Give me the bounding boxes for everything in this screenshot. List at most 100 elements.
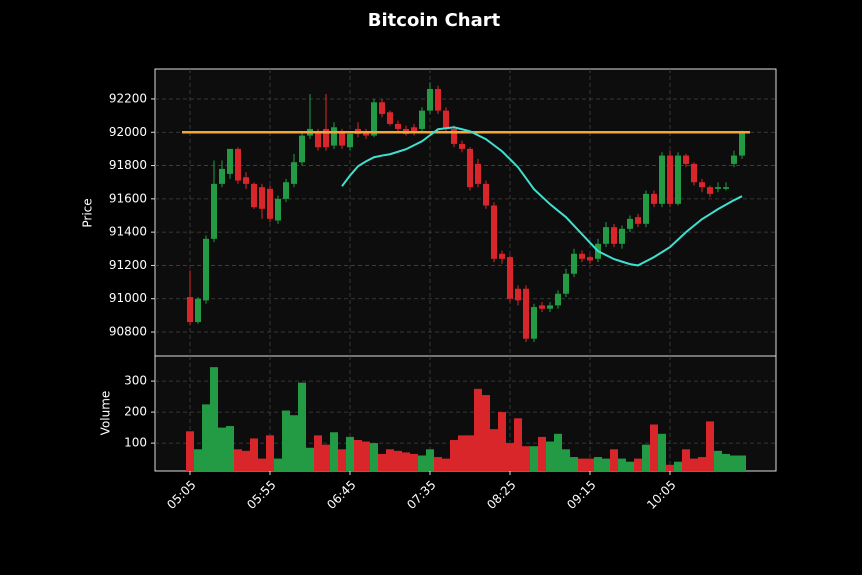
volume-bar: [586, 458, 594, 471]
volume-bar: [618, 458, 626, 471]
volume-bar: [426, 449, 434, 471]
candle-body: [667, 155, 673, 204]
volume-bar: [362, 441, 370, 471]
candle-body: [347, 133, 353, 148]
candle-body: [659, 155, 665, 204]
volume-bar: [298, 382, 306, 471]
candle-body: [275, 198, 281, 221]
candle-body: [507, 257, 513, 299]
candle-body: [267, 188, 273, 219]
volume-bar: [650, 424, 658, 471]
volume-bar: [546, 441, 554, 471]
volume-bar: [186, 431, 194, 471]
volume-bar: [386, 449, 394, 471]
candle-body: [443, 110, 449, 129]
chart-title: Bitcoin Chart: [368, 10, 501, 31]
volume-bar: [282, 410, 290, 471]
volume-bar: [210, 367, 218, 471]
moving-average-line: [341, 126, 743, 267]
volume-bar: [378, 453, 386, 471]
volume-bar: [666, 464, 674, 471]
y2-axis-label: Volume: [99, 391, 113, 436]
candle-body: [363, 132, 369, 136]
volume-bar: [450, 440, 458, 471]
candle-body: [699, 182, 705, 188]
volume-bar: [634, 458, 642, 471]
volume-bar: [626, 461, 634, 471]
volume-bar: [322, 444, 330, 471]
candle-body: [579, 253, 585, 259]
volume-bar: [578, 458, 586, 471]
volume-bar: [418, 455, 426, 471]
volume-bar: [346, 436, 354, 471]
candle-body: [643, 193, 649, 224]
candle-body: [739, 132, 745, 156]
volume-bar: [394, 450, 402, 471]
volume-bar: [274, 458, 282, 471]
y2-tick-label: 300: [124, 374, 147, 388]
volume-bar: [234, 449, 242, 471]
candle-body: [531, 307, 537, 339]
candle-body: [251, 183, 257, 208]
candle-body: [611, 227, 617, 244]
volume-bar: [314, 435, 322, 471]
candle-body: [259, 187, 265, 209]
candle-body: [563, 273, 569, 294]
volume-bar: [466, 435, 474, 471]
candle-body: [315, 132, 321, 148]
volume-bar: [194, 449, 202, 471]
volume-bar: [258, 458, 266, 471]
candle-body: [387, 112, 393, 124]
candle-body: [411, 127, 417, 133]
volume-bar: [562, 449, 570, 471]
volume-bar: [658, 433, 666, 471]
volume-bar: [538, 436, 546, 471]
volume-bar: [218, 427, 226, 471]
volume-bar: [226, 426, 234, 471]
y2-tick-label: 100: [124, 436, 147, 450]
candle-body: [435, 88, 441, 111]
volume-bar: [474, 388, 482, 471]
candle-body: [587, 257, 593, 261]
volume-bar: [482, 395, 490, 471]
volume-bar: [458, 435, 466, 471]
volume-bar: [674, 461, 682, 471]
candle-body: [475, 163, 481, 184]
volume-bar: [370, 443, 378, 471]
volume-bar: [610, 449, 618, 471]
candle-body: [187, 297, 193, 323]
volume-bar: [266, 435, 274, 471]
volume-bar: [730, 455, 738, 471]
candle-body: [499, 253, 505, 259]
volume-bar: [434, 457, 442, 471]
volume-bar: [442, 458, 450, 471]
candle-body: [675, 155, 681, 204]
candle-body: [331, 127, 337, 146]
candle-body: [539, 305, 545, 309]
volume-bar: [554, 433, 562, 471]
volume-bar: [290, 415, 298, 471]
candle-body: [731, 155, 737, 164]
candle-body: [651, 193, 657, 204]
volume-bar: [722, 453, 730, 471]
candle-body: [379, 102, 385, 114]
y-tick-label: 91200: [109, 258, 147, 272]
candle-body: [203, 238, 209, 301]
volume-bar: [514, 418, 522, 471]
volume-bar: [498, 412, 506, 471]
price-panel: [154, 68, 777, 357]
candle-body: [459, 143, 465, 149]
candle-body: [235, 148, 241, 181]
candle-body: [523, 288, 529, 339]
volume-bar: [714, 450, 722, 471]
candle-body: [243, 177, 249, 184]
candle-body: [627, 218, 633, 229]
volume-bar: [338, 449, 346, 471]
y-tick-label: 91400: [109, 225, 147, 239]
candle-body: [219, 168, 225, 184]
y-tick-label: 92200: [109, 91, 147, 105]
volume-bar: [354, 440, 362, 471]
volume-bar: [306, 447, 314, 471]
y-axis-label: Price: [81, 198, 95, 227]
candle-body: [707, 187, 713, 194]
